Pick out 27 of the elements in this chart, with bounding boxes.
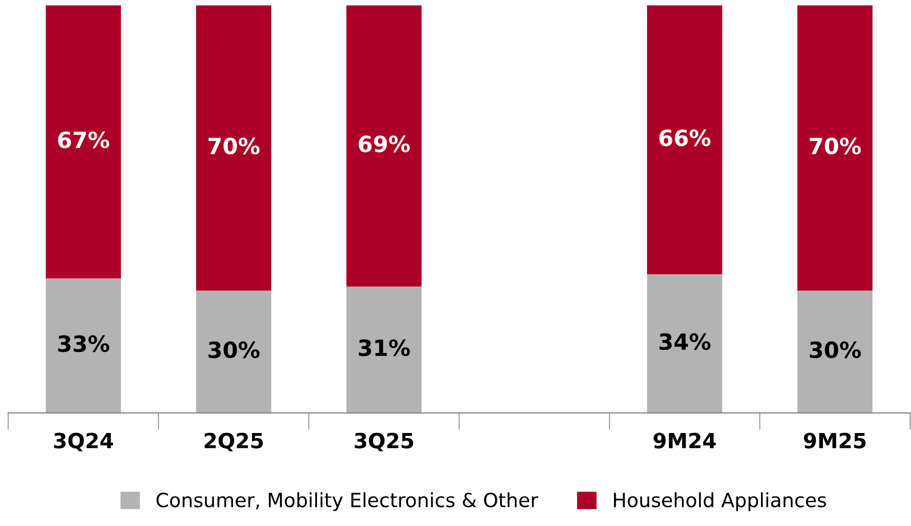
data-label: 30% bbox=[810, 341, 861, 358]
x-tick-label: 9M25 bbox=[804, 432, 866, 448]
data-label: 34% bbox=[660, 333, 711, 350]
data-label: 67% bbox=[58, 131, 110, 148]
bar bbox=[346, 5, 422, 287]
data-label: 66% bbox=[659, 129, 711, 146]
data-label: 33% bbox=[58, 335, 110, 352]
x-tick-label: 3Q25 bbox=[354, 432, 414, 452]
x-tick-label: 3Q24 bbox=[54, 432, 113, 452]
data-label: 70% bbox=[810, 138, 861, 154]
x-tick-label: 9M24 bbox=[654, 432, 716, 448]
data-label: 31% bbox=[358, 339, 410, 356]
bar bbox=[797, 5, 873, 291]
legend-label: Household Appliances bbox=[614, 492, 826, 512]
bar bbox=[46, 5, 121, 278]
x-tick-label: 2Q25 bbox=[204, 432, 263, 452]
bar bbox=[647, 5, 722, 274]
data-label: 30% bbox=[208, 341, 260, 358]
data-label: 70% bbox=[208, 138, 260, 154]
bar bbox=[346, 286, 422, 413]
bar bbox=[647, 274, 722, 413]
legend-label: Consumer, Mobility Electronics & Other bbox=[156, 492, 538, 512]
data-label: 69% bbox=[358, 136, 410, 152]
bar bbox=[196, 5, 272, 291]
bar bbox=[196, 290, 272, 413]
bar bbox=[797, 290, 873, 413]
bar bbox=[46, 278, 121, 413]
